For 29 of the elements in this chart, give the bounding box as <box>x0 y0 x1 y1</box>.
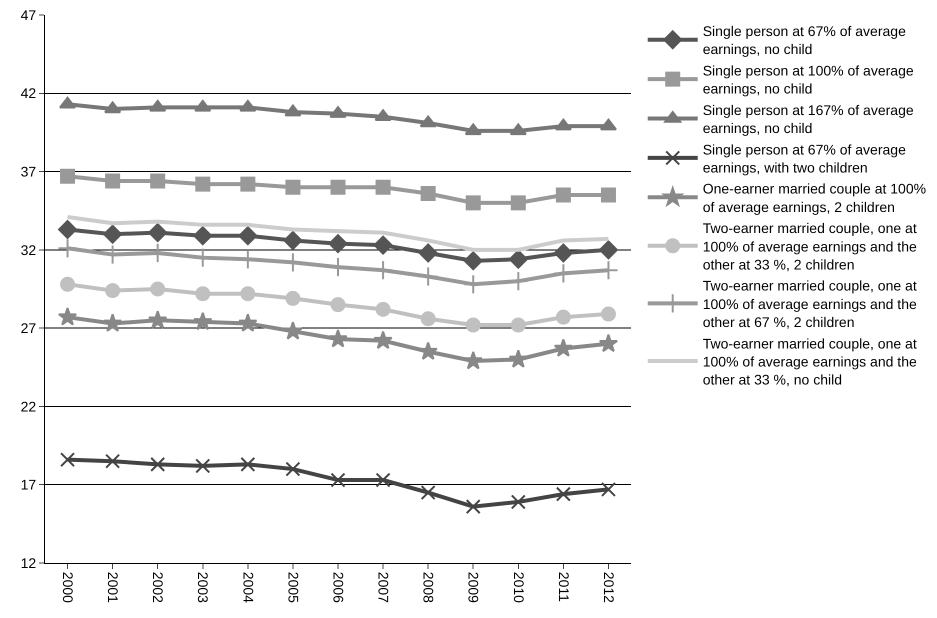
x-tick-label: 2000 <box>60 572 76 604</box>
legend-label: Two-earner married couple, one at 100% of average earnings and the other at 67 %, 2 children <box>702 278 917 330</box>
x-tick-label: 2012 <box>600 572 617 604</box>
y-tick-label: 42 <box>20 85 36 102</box>
legend-label: Single person at 167% of average earnings, no child <box>702 102 914 136</box>
legend-label: Single person at 67% of average earnings, no child <box>702 23 906 58</box>
legend-label: Single person at 67% of average earnings, with two children <box>702 141 906 176</box>
legend-label: One-earner married couple at 100% of average earnings, 2 children <box>702 180 926 215</box>
x-tick-label: 2008 <box>420 572 437 604</box>
legend-label: Two-earner married couple, one at 100% of average earnings and the other at 33 %, no child <box>702 335 917 388</box>
x-tick-label: 2006 <box>330 572 346 604</box>
legend-label: Single person at 100% of average earnings, no child <box>702 62 914 97</box>
y-tick-label: 12 <box>20 554 36 571</box>
y-tick-label: 37 <box>20 163 36 180</box>
y-tick-label: 47 <box>20 6 36 23</box>
y-tick-label: 32 <box>20 242 36 258</box>
x-tick-label: 2009 <box>466 572 482 604</box>
y-tick-label: 22 <box>20 398 36 414</box>
x-tick-label: 2011 <box>556 572 572 602</box>
legend-label: Two-earner married couple, one at 100% of average earnings and the other at 33 %, 2 children <box>702 220 917 272</box>
x-tick-label: 2001 <box>105 572 122 604</box>
x-tick-label: 2003 <box>195 572 212 604</box>
y-tick-label: 27 <box>20 320 36 336</box>
y-tick-label: 17 <box>20 476 36 493</box>
x-tick-label: 2010 <box>510 572 527 604</box>
x-tick-label: 2002 <box>150 572 166 604</box>
x-tick-label: 2005 <box>285 572 302 604</box>
x-tick-label: 2004 <box>240 572 256 604</box>
x-tick-label: 2007 <box>376 572 392 604</box>
